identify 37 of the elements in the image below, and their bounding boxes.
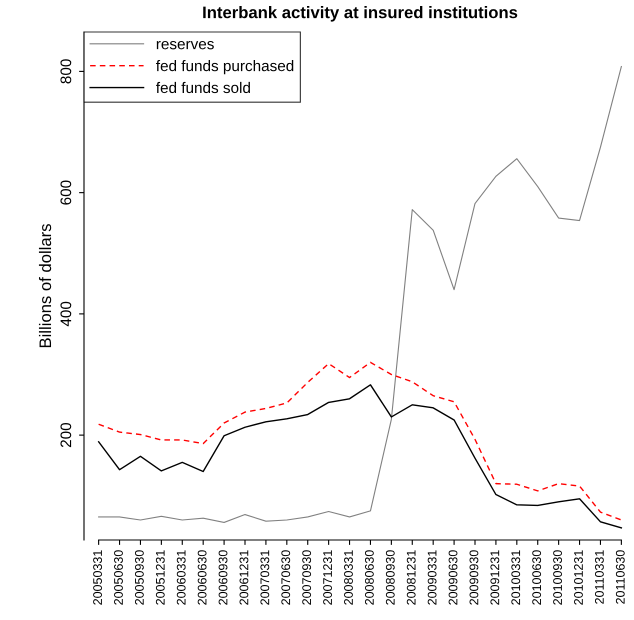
y-tick-label: 600 bbox=[60, 180, 72, 205]
x-tick-label: 20090930 bbox=[470, 550, 478, 605]
x-tick-label: 20100930 bbox=[553, 550, 562, 605]
x-tick-label: 20071231 bbox=[323, 550, 332, 605]
legend-label: fed funds purchased bbox=[156, 60, 294, 74]
x-tick-label: 20101231 bbox=[574, 550, 583, 605]
x-tick-label: 20090331 bbox=[428, 550, 437, 605]
line-series bbox=[98, 362, 622, 521]
line-series bbox=[98, 384, 622, 529]
x-tick-label: 20050331 bbox=[93, 550, 102, 605]
x-tick-label: 20060331 bbox=[176, 550, 186, 605]
x-tick-label: 20050630 bbox=[114, 550, 123, 605]
x-tick-label: 20090630 bbox=[448, 550, 458, 605]
x-tick-label: 20070930 bbox=[302, 550, 312, 605]
legend-label: fed funds sold bbox=[156, 82, 250, 94]
x-tick-label: 20080331 bbox=[344, 550, 353, 605]
x-tick-label: 20051231 bbox=[156, 550, 165, 605]
y-tick-label: 200 bbox=[60, 422, 72, 448]
x-tick-label: 20060930 bbox=[218, 550, 228, 605]
x-tick-label: 20050930 bbox=[134, 550, 144, 605]
y-tick-label: 800 bbox=[60, 59, 72, 84]
x-tick-label: 20080930 bbox=[386, 550, 395, 605]
x-tick-label: 20100630 bbox=[532, 550, 542, 605]
x-tick-label: 20070331 bbox=[260, 550, 270, 605]
x-tick-label: 20060630 bbox=[198, 550, 207, 605]
chart-title: Interbank activity at insured institutions bbox=[203, 6, 518, 22]
x-tick-label: 20100331 bbox=[511, 550, 520, 605]
x-tick-label: 20081231 bbox=[406, 550, 416, 605]
x-tick-label: 20061231 bbox=[240, 550, 248, 605]
legend-label: reserves bbox=[156, 40, 214, 50]
x-tick-label: 20070630 bbox=[281, 550, 290, 605]
y-axis-title: Billions of dollars bbox=[38, 224, 52, 348]
x-tick-label: 20080630 bbox=[364, 550, 374, 605]
x-tick-label: 20091231 bbox=[490, 550, 500, 605]
x-tick-label: 20110331 bbox=[594, 550, 604, 604]
x-tick-label: 20110630 bbox=[616, 550, 625, 604]
y-tick-label: 400 bbox=[60, 302, 72, 326]
